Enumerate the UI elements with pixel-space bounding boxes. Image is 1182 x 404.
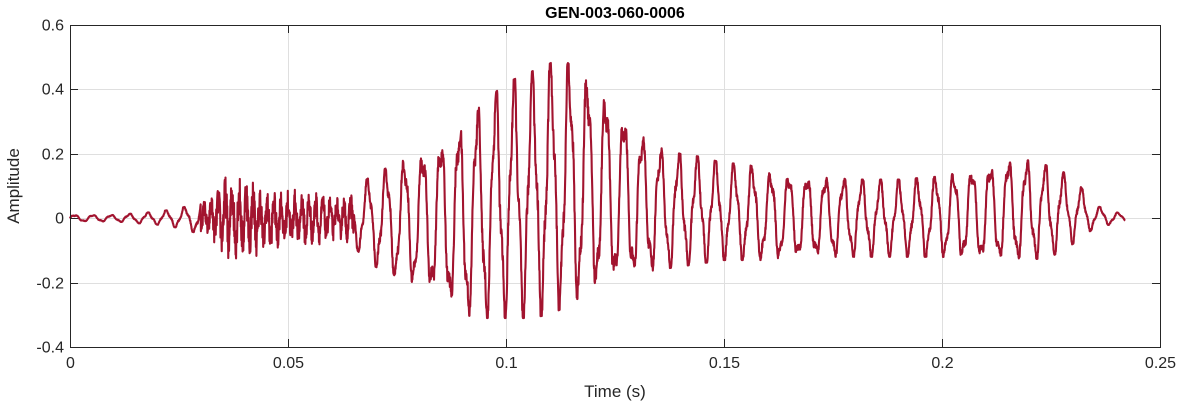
y-tick-label: 0.4 <box>42 82 64 99</box>
y-tick-label: 0.2 <box>42 147 64 164</box>
y-tick-label: 0 <box>55 211 64 228</box>
x-axis-label: Time (s) <box>584 382 646 401</box>
x-tick-labels: 0 0.05 0.1 0.15 0.2 0.25 <box>66 355 1176 372</box>
chart-title: GEN-003-060-0006 <box>545 5 685 22</box>
x-tick-label: 0.25 <box>1145 355 1176 372</box>
x-tick-label: 0.15 <box>709 355 740 372</box>
x-tick-label: 0.2 <box>931 355 953 372</box>
y-tick-labels: -0.4 -0.2 0 0.2 0.4 0.6 <box>36 18 64 357</box>
axes-border <box>70 25 1161 348</box>
y-tick-label: 0.6 <box>42 18 64 35</box>
y-tick-label: -0.2 <box>36 276 64 293</box>
y-tick-label: -0.4 <box>36 340 64 357</box>
x-tick-label: 0 <box>66 355 75 372</box>
x-tick-label: 0.1 <box>495 355 517 372</box>
axes-area <box>70 25 1161 348</box>
y-axis-label: Amplitude <box>4 148 23 224</box>
x-tick-label: 0.05 <box>273 355 304 372</box>
waveform-line <box>69 61 1126 320</box>
